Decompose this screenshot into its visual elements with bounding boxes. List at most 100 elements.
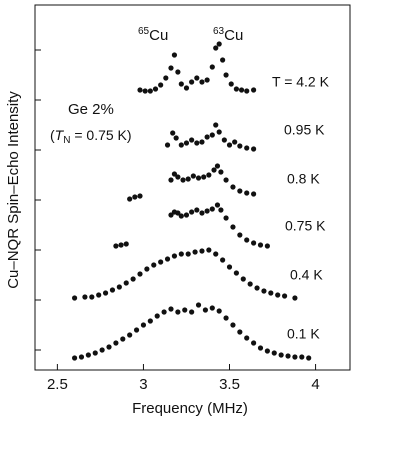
isotope: 63 xyxy=(213,26,225,37)
data-point xyxy=(116,284,122,290)
data-point xyxy=(192,249,198,255)
series-label: 0.4 K xyxy=(290,267,323,283)
peak-label: 63Cu xyxy=(213,26,243,44)
data-point xyxy=(201,174,207,180)
data-point xyxy=(82,294,88,300)
data-point xyxy=(178,213,184,219)
data-point xyxy=(168,177,174,183)
data-point xyxy=(194,75,200,81)
data-point xyxy=(261,288,267,294)
data-point xyxy=(218,169,224,175)
data-point xyxy=(216,308,222,314)
data-point xyxy=(220,257,226,263)
data-point xyxy=(238,87,245,93)
data-point xyxy=(230,184,236,190)
data-point xyxy=(237,143,243,149)
data-point xyxy=(189,137,195,143)
data-point xyxy=(223,72,229,78)
series-label: 0.95 K xyxy=(284,122,325,138)
data-point xyxy=(232,139,238,145)
data-point xyxy=(130,276,136,282)
data-point xyxy=(211,167,217,173)
data-point xyxy=(292,295,298,301)
data-point xyxy=(106,344,112,350)
data-point xyxy=(209,305,215,311)
data-point xyxy=(204,208,210,214)
data-point xyxy=(164,142,171,148)
data-point xyxy=(158,259,164,265)
data-point xyxy=(180,177,186,183)
data-point xyxy=(71,355,78,361)
data-point xyxy=(228,81,234,87)
data-point xyxy=(189,309,195,315)
data-point xyxy=(189,209,195,215)
data-point xyxy=(223,215,229,221)
x-tick-label: 4 xyxy=(311,376,319,393)
data-point xyxy=(281,293,288,299)
data-point xyxy=(92,350,98,356)
data-point xyxy=(216,41,222,47)
data-point xyxy=(223,177,229,183)
series-label: 0.1 K xyxy=(287,326,320,342)
data-point xyxy=(175,210,181,216)
data-point xyxy=(209,64,215,70)
data-point xyxy=(178,142,184,148)
data-point xyxy=(230,224,236,230)
data-point xyxy=(271,350,277,356)
data-point xyxy=(168,306,174,312)
data-point xyxy=(164,256,171,262)
data-point xyxy=(178,251,184,257)
data-point xyxy=(194,140,200,146)
data-point xyxy=(127,196,133,202)
data-point xyxy=(278,352,284,358)
data-point xyxy=(244,190,250,196)
data-point xyxy=(244,88,250,94)
data-point xyxy=(254,285,260,291)
data-point xyxy=(195,302,202,308)
data-point xyxy=(120,336,126,342)
data-point xyxy=(133,327,140,333)
data-point xyxy=(240,276,246,282)
data-point xyxy=(206,247,212,253)
paren: ( xyxy=(50,127,55,143)
data-point xyxy=(151,262,157,268)
data-point xyxy=(251,146,257,152)
data-point xyxy=(168,212,174,218)
data-point xyxy=(190,173,196,179)
data-point xyxy=(199,210,205,216)
data-point xyxy=(158,82,164,88)
data-point xyxy=(147,88,153,94)
data-point xyxy=(257,345,264,351)
data-point xyxy=(178,81,184,87)
data-point xyxy=(204,134,210,140)
data-point xyxy=(285,353,291,359)
data-point xyxy=(102,290,109,296)
data-point xyxy=(185,176,191,182)
data-point xyxy=(264,348,270,354)
data-point xyxy=(132,194,138,200)
data-point xyxy=(233,270,239,276)
data-point xyxy=(209,206,215,212)
x-tick-label: 2.5 xyxy=(47,376,68,393)
data-point xyxy=(183,140,190,146)
data-point xyxy=(306,355,312,361)
data-point xyxy=(199,79,205,85)
data-point xyxy=(113,340,119,346)
data-point xyxy=(221,137,227,143)
data-point xyxy=(213,122,219,128)
data-point xyxy=(233,86,239,92)
data-point xyxy=(206,172,212,178)
data-point xyxy=(299,354,305,360)
neel-label: (TN = 0.75 K) xyxy=(50,127,132,146)
rest: = 0.75 K) xyxy=(70,127,131,143)
x-axis-label: Frequency (MHz) xyxy=(132,400,248,417)
data-point xyxy=(257,242,264,248)
data-point xyxy=(170,130,176,136)
data-point xyxy=(223,315,229,321)
data-point xyxy=(183,212,190,218)
data-point xyxy=(147,318,153,324)
data-point xyxy=(264,243,270,249)
data-point xyxy=(189,79,195,85)
element: Cu xyxy=(149,27,168,44)
data-point xyxy=(244,237,250,243)
